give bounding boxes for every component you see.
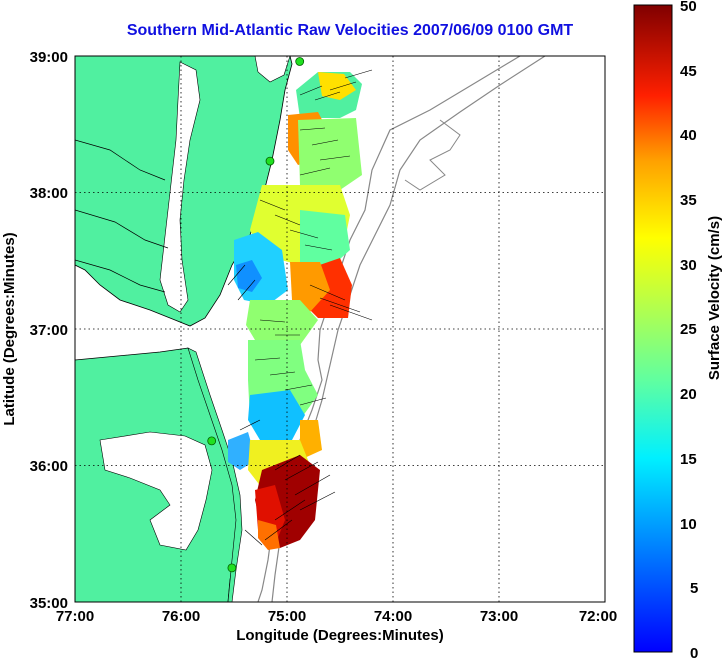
y-tick-label: 36:00 bbox=[30, 458, 68, 475]
velocity-vector bbox=[329, 304, 373, 321]
velocity-vector bbox=[259, 319, 286, 323]
velocity-vector bbox=[274, 499, 306, 521]
velocity-vector bbox=[299, 85, 323, 96]
chesapeake-bay bbox=[159, 61, 201, 313]
colorbar-tick-label: 5 bbox=[690, 580, 698, 597]
velocity-patch-central-green bbox=[246, 300, 318, 345]
radar-station-marker bbox=[207, 436, 217, 446]
velocity-vector bbox=[314, 91, 341, 101]
x-tick-label: 75:00 bbox=[268, 608, 306, 625]
map-title: Southern Mid-Atlantic Raw Velocities 200… bbox=[126, 22, 574, 39]
y-tick-label: 37:00 bbox=[30, 322, 68, 339]
radar-station-marker bbox=[227, 563, 237, 573]
albemarle-sound bbox=[99, 431, 213, 551]
velocity-vector bbox=[311, 139, 339, 146]
velocity-vector bbox=[299, 397, 327, 406]
velocity-vector bbox=[319, 155, 351, 161]
colorbar-label: Surface Velocity (cm/s) bbox=[706, 216, 723, 380]
colorbar-tick-label: 0 bbox=[690, 645, 698, 659]
colorbar-tick-label: 40 bbox=[680, 127, 697, 144]
colorbar-tick-label: 50 bbox=[680, 0, 697, 15]
velocity-patch-south-cyan bbox=[248, 390, 305, 440]
x-tick-label: 73:00 bbox=[480, 608, 518, 625]
velocity-vector bbox=[294, 474, 331, 496]
velocity-vector bbox=[289, 229, 319, 239]
velocity-patch-east-orange bbox=[290, 262, 330, 312]
colorbar: 50 45 40 35 30 25 20 15 10 5 0 Surface V… bbox=[633, 0, 723, 659]
velocity-vector bbox=[244, 529, 263, 546]
x-tick-label: 74:00 bbox=[374, 608, 412, 625]
velocity-patch-south-orange bbox=[300, 420, 322, 460]
velocity-patch-mid-green bbox=[300, 210, 350, 268]
velocity-vector bbox=[299, 167, 331, 176]
x-axis-label: Longitude (Degrees:Minutes) bbox=[236, 627, 444, 644]
land-mass-barrier-island bbox=[187, 347, 243, 602]
x-tick-label: 77:00 bbox=[56, 608, 94, 625]
velocity-vector bbox=[329, 81, 357, 91]
velocity-vector bbox=[259, 199, 286, 211]
velocity-vector bbox=[239, 419, 261, 431]
velocity-vector bbox=[344, 69, 373, 79]
radar-stations bbox=[207, 57, 305, 573]
plot-frame bbox=[74, 55, 606, 603]
delaware-bay bbox=[254, 56, 291, 83]
velocity-vector bbox=[264, 519, 293, 541]
velocity-patch-upper-green bbox=[298, 118, 362, 190]
radar-station-marker bbox=[295, 57, 305, 66]
y-tick-label: 39:00 bbox=[30, 49, 68, 66]
velocity-vector bbox=[284, 461, 319, 481]
colorbar-tick-label: 25 bbox=[680, 321, 697, 338]
bathymetry-contour-3 bbox=[404, 119, 461, 191]
colorbar-tick-label: 15 bbox=[680, 451, 697, 468]
colorbar-gradient bbox=[633, 4, 673, 653]
bay-tributary-3 bbox=[75, 259, 166, 293]
velocity-vector bbox=[319, 297, 361, 313]
velocity-vector bbox=[274, 454, 301, 471]
y-tick-label: 35:00 bbox=[30, 595, 68, 612]
velocity-vector bbox=[269, 371, 296, 376]
velocity-vector bbox=[299, 491, 336, 511]
y-axis: 39:00 38:00 37:00 36:00 35:00 Latitude (… bbox=[1, 49, 68, 612]
velocity-vector bbox=[309, 284, 346, 301]
velocity-vector bbox=[299, 127, 326, 131]
velocity-vectors bbox=[227, 69, 373, 546]
velocity-patch-south-tip-orange bbox=[258, 520, 280, 550]
velocity-vector bbox=[254, 357, 281, 361]
colorbar-tick-label: 30 bbox=[680, 257, 697, 274]
velocity-vector bbox=[284, 384, 313, 391]
grid-lines bbox=[75, 56, 605, 602]
velocity-vector bbox=[237, 279, 256, 301]
colorbar-tick-label: 35 bbox=[680, 192, 697, 209]
radar-station-marker bbox=[265, 156, 275, 166]
velocity-vector bbox=[227, 264, 246, 286]
velocity-patch-north-yellow bbox=[318, 72, 356, 100]
colorbar-tick-label: 20 bbox=[680, 386, 697, 403]
colorbar-tick-label: 45 bbox=[680, 63, 697, 80]
velocity-vector bbox=[304, 244, 333, 251]
x-axis: 77:00 76:00 75:00 74:00 73:00 72:00 Long… bbox=[56, 608, 617, 644]
bay-tributary-2 bbox=[75, 209, 169, 249]
velocity-vector bbox=[274, 214, 301, 226]
colorbar-tick-label: 10 bbox=[680, 516, 697, 533]
y-axis-label: Latitude (Degrees:Minutes) bbox=[1, 232, 18, 425]
x-tick-label: 72:00 bbox=[579, 608, 617, 625]
land-mass-delmarva-virginia bbox=[75, 56, 293, 327]
velocity-field bbox=[228, 72, 362, 550]
y-tick-label: 38:00 bbox=[30, 185, 68, 202]
x-tick-label: 76:00 bbox=[162, 608, 200, 625]
bay-tributary-1 bbox=[75, 139, 166, 181]
